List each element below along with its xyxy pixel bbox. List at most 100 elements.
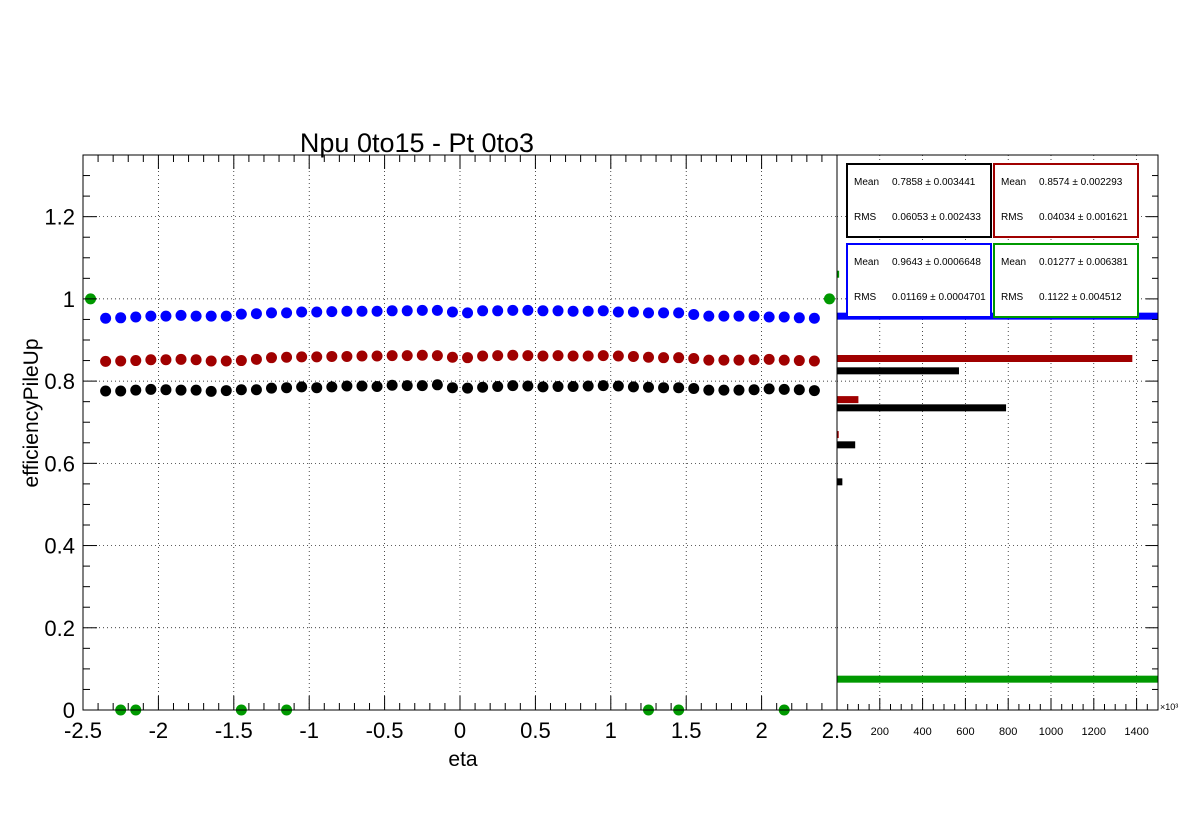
stat-rms-value: 0.04034 ± 0.001621 — [1039, 212, 1128, 223]
data-point — [416, 349, 428, 361]
data-point — [627, 381, 639, 393]
data-point — [492, 380, 504, 392]
data-point — [703, 310, 715, 322]
data-point — [235, 355, 247, 367]
histogram-frame — [836, 154, 1159, 711]
data-point — [281, 382, 293, 394]
stat-rms-row: RMS 0.04034 ± 0.001621 — [1001, 212, 1133, 223]
y-axis-label: efficiencyPileUp — [20, 338, 43, 487]
data-point — [658, 382, 670, 394]
data-point — [477, 381, 489, 393]
data-point — [733, 384, 745, 396]
x-tick-label: 1.5 — [671, 718, 702, 743]
data-point — [115, 312, 127, 324]
data-point — [748, 354, 760, 366]
data-point — [205, 385, 217, 397]
stat-mean-label: Mean — [1001, 257, 1027, 268]
data-point — [416, 304, 428, 316]
data-point — [250, 308, 262, 320]
histogram-bar — [837, 270, 840, 278]
data-point — [160, 310, 172, 322]
x-tick-label: 0.5 — [520, 718, 551, 743]
data-point — [220, 310, 232, 322]
data-point — [341, 305, 353, 317]
data-point — [733, 354, 745, 366]
data-point — [266, 352, 277, 364]
data-point — [808, 312, 820, 324]
data-point — [281, 307, 293, 319]
data-point — [507, 304, 519, 316]
x-tick-label: 2.5 — [822, 718, 853, 743]
data-point — [597, 305, 609, 317]
hist-x-tick-label: 1400 — [1124, 726, 1148, 738]
data-point — [190, 354, 202, 366]
data-point — [130, 311, 142, 323]
stat-rms-value: 0.06053 ± 0.002433 — [892, 212, 981, 223]
data-point — [718, 384, 730, 396]
data-point — [190, 310, 202, 322]
data-point — [296, 306, 308, 318]
x-tick-label: -1.5 — [215, 718, 253, 743]
data-point — [115, 385, 127, 397]
data-point — [341, 350, 353, 362]
data-point — [823, 293, 835, 305]
data-point — [793, 312, 805, 324]
data-point — [115, 355, 127, 367]
data-point — [401, 305, 413, 317]
histogram-bar — [837, 478, 843, 486]
scatter-points — [85, 293, 835, 716]
data-point — [537, 305, 549, 317]
data-point — [748, 384, 760, 396]
histogram-bar — [837, 396, 859, 404]
data-point — [235, 384, 247, 396]
data-point — [431, 304, 443, 316]
data-point — [778, 383, 790, 395]
data-point — [266, 382, 277, 394]
data-point — [386, 305, 398, 317]
chart-title: Npu 0to15 - Pt 0to3 — [300, 128, 534, 158]
data-point — [718, 310, 730, 322]
data-point — [748, 310, 760, 322]
data-point — [401, 380, 413, 392]
data-point — [552, 350, 564, 362]
data-point — [190, 384, 202, 396]
data-point — [582, 350, 594, 362]
data-point — [552, 380, 564, 392]
stat-mean-label: Mean — [854, 257, 880, 268]
histogram-grid — [836, 155, 1158, 711]
x-tick-label: -1 — [299, 718, 319, 743]
data-point — [658, 307, 670, 319]
data-point — [100, 355, 112, 367]
stat-mean-value: 0.8574 ± 0.002293 — [1039, 177, 1123, 188]
stat-box: Mean 0.8574 ± 0.002293 RMS 0.04034 ± 0.0016… — [993, 163, 1139, 238]
x-tick-label: 1 — [605, 718, 617, 743]
data-point — [537, 350, 549, 362]
data-point — [431, 350, 443, 362]
x-tick-label: -2.5 — [64, 718, 102, 743]
data-point — [763, 311, 775, 323]
data-point — [356, 350, 368, 362]
data-point — [296, 381, 308, 393]
stat-rms-value: 0.1122 ± 0.004512 — [1039, 292, 1122, 303]
histogram-bars — [837, 270, 1158, 683]
data-point — [688, 383, 700, 395]
data-point — [311, 306, 323, 318]
data-point — [627, 306, 639, 318]
hist-x-tick-label: 800 — [999, 726, 1017, 738]
data-point — [235, 308, 247, 320]
data-point — [371, 380, 383, 392]
data-point — [477, 305, 489, 317]
data-point — [386, 379, 398, 391]
data-point — [778, 354, 790, 366]
histogram-axis-multiplier: ×10³ — [1160, 702, 1178, 712]
stat-rms-row: RMS 0.1122 ± 0.004512 — [1001, 292, 1133, 303]
data-point — [703, 384, 715, 396]
data-point — [793, 355, 805, 367]
stat-box: Mean 0.01277 ± 0.006381 RMS 0.1122 ± 0.0045… — [993, 243, 1139, 318]
y-tick-label: 0.8 — [44, 369, 75, 394]
y-tick-label: 0.4 — [44, 534, 75, 559]
y-tick-label: 1.2 — [44, 205, 75, 230]
x-axis-label: eta — [448, 748, 478, 771]
x-tick-label: -0.5 — [366, 718, 404, 743]
data-point — [477, 350, 489, 362]
